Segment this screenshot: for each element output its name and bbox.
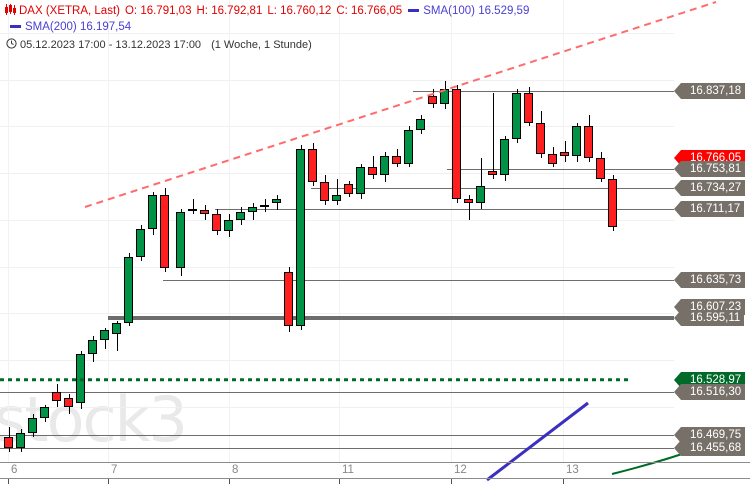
candle-body-down	[200, 210, 209, 215]
level-16595[interactable]: 16.595,11	[673, 310, 745, 326]
gridline-1690000	[0, 33, 674, 34]
vertical-gridline-6	[8, 0, 9, 463]
vertical-gridline-12	[451, 0, 452, 463]
level-line-16711[interactable]	[215, 209, 674, 210]
candle-body-down	[548, 154, 557, 164]
candle-body-up	[296, 148, 305, 327]
level-16516[interactable]: 16.516,30	[673, 384, 746, 400]
candle-body-up	[272, 199, 281, 203]
candle-body-up	[28, 418, 37, 434]
candle-body-down	[524, 92, 533, 123]
candle-wick	[493, 92, 494, 179]
candle-body-down	[536, 122, 545, 155]
candle-body-up	[332, 195, 341, 202]
candle-body-up	[236, 212, 245, 220]
level-16753[interactable]: 16.753,81	[673, 161, 746, 177]
candle-body-up	[224, 219, 233, 232]
candle-body-up	[512, 92, 521, 140]
candle-body-up	[356, 167, 365, 194]
vertical-gridline-11	[339, 0, 340, 463]
gridline-1655000	[0, 360, 674, 361]
candle-body-down	[188, 208, 197, 211]
candle-body-down	[212, 214, 221, 232]
candle-body-up	[404, 130, 413, 164]
candle-body-down	[368, 167, 377, 175]
time-axis-label: 7	[111, 464, 118, 476]
level-line-16469[interactable]	[0, 435, 674, 436]
candle-body-down	[4, 436, 13, 449]
candle-body-up	[112, 322, 121, 334]
candle-body-down	[52, 391, 61, 402]
candle-body-down	[320, 182, 329, 202]
gridline-1675000	[0, 173, 674, 174]
candle-body-down	[64, 397, 73, 407]
candle-body-up	[500, 139, 509, 175]
candle-body-up	[148, 195, 157, 230]
candle-body-up	[124, 257, 133, 323]
level-16635[interactable]: 16.635,73	[673, 272, 746, 288]
candle-body-up	[76, 354, 85, 404]
candle-body-down	[488, 171, 497, 175]
plot-area[interactable]: stock3	[0, 0, 674, 463]
candle-wick	[117, 320, 118, 351]
level-line-16595[interactable]	[108, 316, 674, 320]
candle-body-up	[416, 118, 425, 130]
candle-body-down	[452, 88, 461, 200]
candle-body-down	[284, 272, 293, 327]
candle-body-down	[308, 148, 317, 183]
candle-body-up	[40, 406, 49, 419]
x-axis-line-top	[0, 462, 750, 463]
gridline-1685000	[0, 80, 674, 81]
candle-body-down	[596, 158, 605, 179]
gridline-1650000	[0, 407, 674, 408]
candle-body-down	[344, 184, 353, 194]
price-axis[interactable]: 16.900,0016.850,0016.800,0016.750,0016.7…	[673, 0, 750, 480]
candle-body-up	[440, 88, 449, 104]
gridline-1660000	[0, 313, 674, 314]
candle-body-down	[584, 126, 593, 159]
level-16837[interactable]: 16.837,18	[673, 83, 746, 99]
candle-body-down	[560, 152, 569, 157]
level-line-16635[interactable]	[163, 280, 674, 281]
candle-body-up	[16, 433, 25, 449]
time-axis-label: 12	[454, 464, 467, 476]
gridline-1665000	[0, 267, 674, 268]
candle-body-up	[176, 212, 185, 269]
candle-body-up	[572, 126, 581, 157]
level-16734[interactable]: 16.734,27	[673, 180, 746, 196]
candle-body-up	[248, 206, 257, 213]
candle-body-down	[464, 199, 473, 203]
vertical-gridline-13	[563, 0, 564, 463]
candle-body-up	[260, 204, 269, 207]
x-axis-line-bottom	[0, 478, 750, 479]
candle-body-down	[428, 96, 437, 104]
time-axis-label: 11	[342, 464, 354, 476]
gridline-1670000	[0, 220, 674, 221]
candle-body-down	[160, 195, 169, 269]
level-16711[interactable]: 16.711,17	[673, 201, 745, 217]
candle-wick	[193, 199, 194, 215]
level-16455[interactable]: 16.455,68	[673, 440, 746, 456]
level-line-16516[interactable]	[0, 392, 674, 393]
level-16469[interactable]: 16.469,75	[673, 427, 746, 443]
level-line-16734[interactable]	[311, 188, 674, 189]
candle-wick	[277, 195, 278, 211]
candle-body-down	[392, 156, 401, 164]
level-line-16455[interactable]	[0, 448, 674, 449]
time-axis-label: 13	[566, 464, 579, 476]
candle-body-down	[608, 178, 617, 228]
candle-body-up	[88, 339, 97, 355]
candle-body-up	[476, 186, 485, 203]
vertical-gridline-7	[108, 0, 109, 463]
candle-body-up	[100, 330, 109, 340]
time-axis-label: 8	[232, 464, 239, 476]
candle-body-up	[380, 156, 389, 175]
candle-body-up	[136, 229, 145, 258]
time-axis-label: 6	[11, 464, 18, 476]
